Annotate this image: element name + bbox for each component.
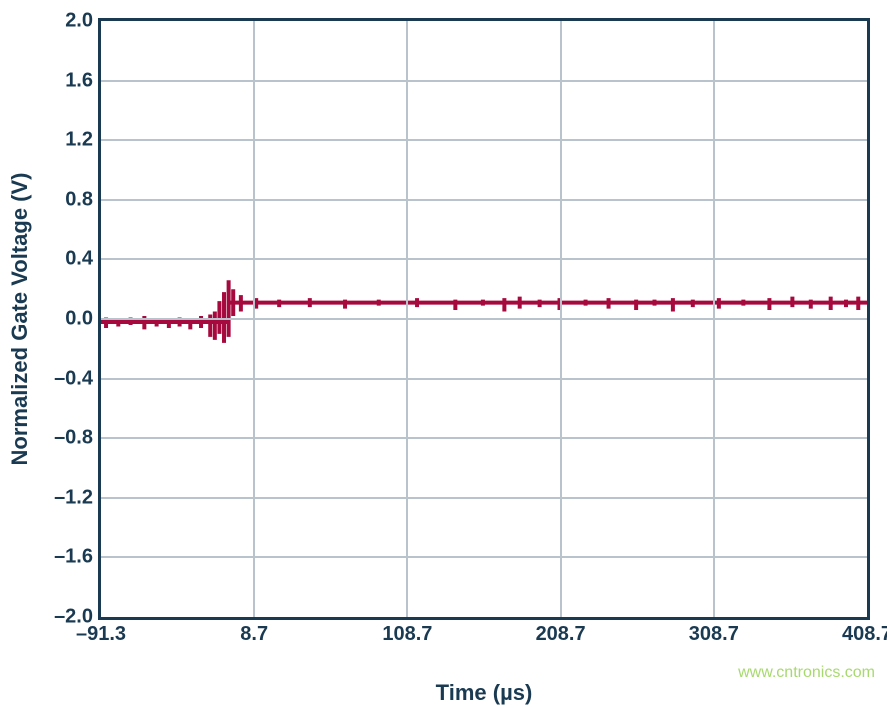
grid-line-h (101, 139, 867, 141)
grid-line-v (406, 21, 408, 617)
grid-line-h (101, 258, 867, 260)
grid-line-v (713, 21, 715, 617)
grid-line-v (560, 21, 562, 617)
watermark: www.cntronics.com (738, 664, 875, 682)
grid-line-h (101, 497, 867, 499)
grid-line-h (101, 80, 867, 82)
x-tick-label: 208.7 (536, 623, 586, 646)
y-tick-label: –0.4 (54, 367, 93, 390)
grid-line-v (253, 21, 255, 617)
x-tick-label: 308.7 (689, 623, 739, 646)
y-tick-label: –1.2 (54, 486, 93, 509)
grid-line-h (101, 437, 867, 439)
y-tick-label: 0.0 (65, 308, 93, 331)
y-tick-label: 0.4 (65, 248, 93, 271)
grid-line-h (101, 556, 867, 558)
x-tick-label: –91.3 (76, 623, 126, 646)
y-axis-label: Normalized Gate Voltage (V) (7, 173, 33, 466)
y-tick-label: 1.6 (65, 69, 93, 92)
y-tick-label: 1.2 (65, 129, 93, 152)
grid-line-h (101, 318, 867, 320)
plot-area: –2.0–1.6–1.2–0.8–0.40.00.40.81.21.62.0–9… (98, 18, 870, 620)
voltage-time-chart: Normalized Gate Voltage (V) –2.0–1.6–1.2… (0, 0, 887, 708)
y-tick-label: –1.6 (54, 546, 93, 569)
x-tick-label: 108.7 (382, 623, 432, 646)
y-tick-label: 0.8 (65, 188, 93, 211)
x-tick-label: 8.7 (240, 623, 268, 646)
y-tick-label: –0.8 (54, 427, 93, 450)
x-axis-label: Time (µs) (436, 680, 533, 706)
grid-line-h (101, 378, 867, 380)
y-tick-label: 2.0 (65, 10, 93, 33)
grid-line-h (101, 199, 867, 201)
x-tick-label: 408.7 (842, 623, 887, 646)
